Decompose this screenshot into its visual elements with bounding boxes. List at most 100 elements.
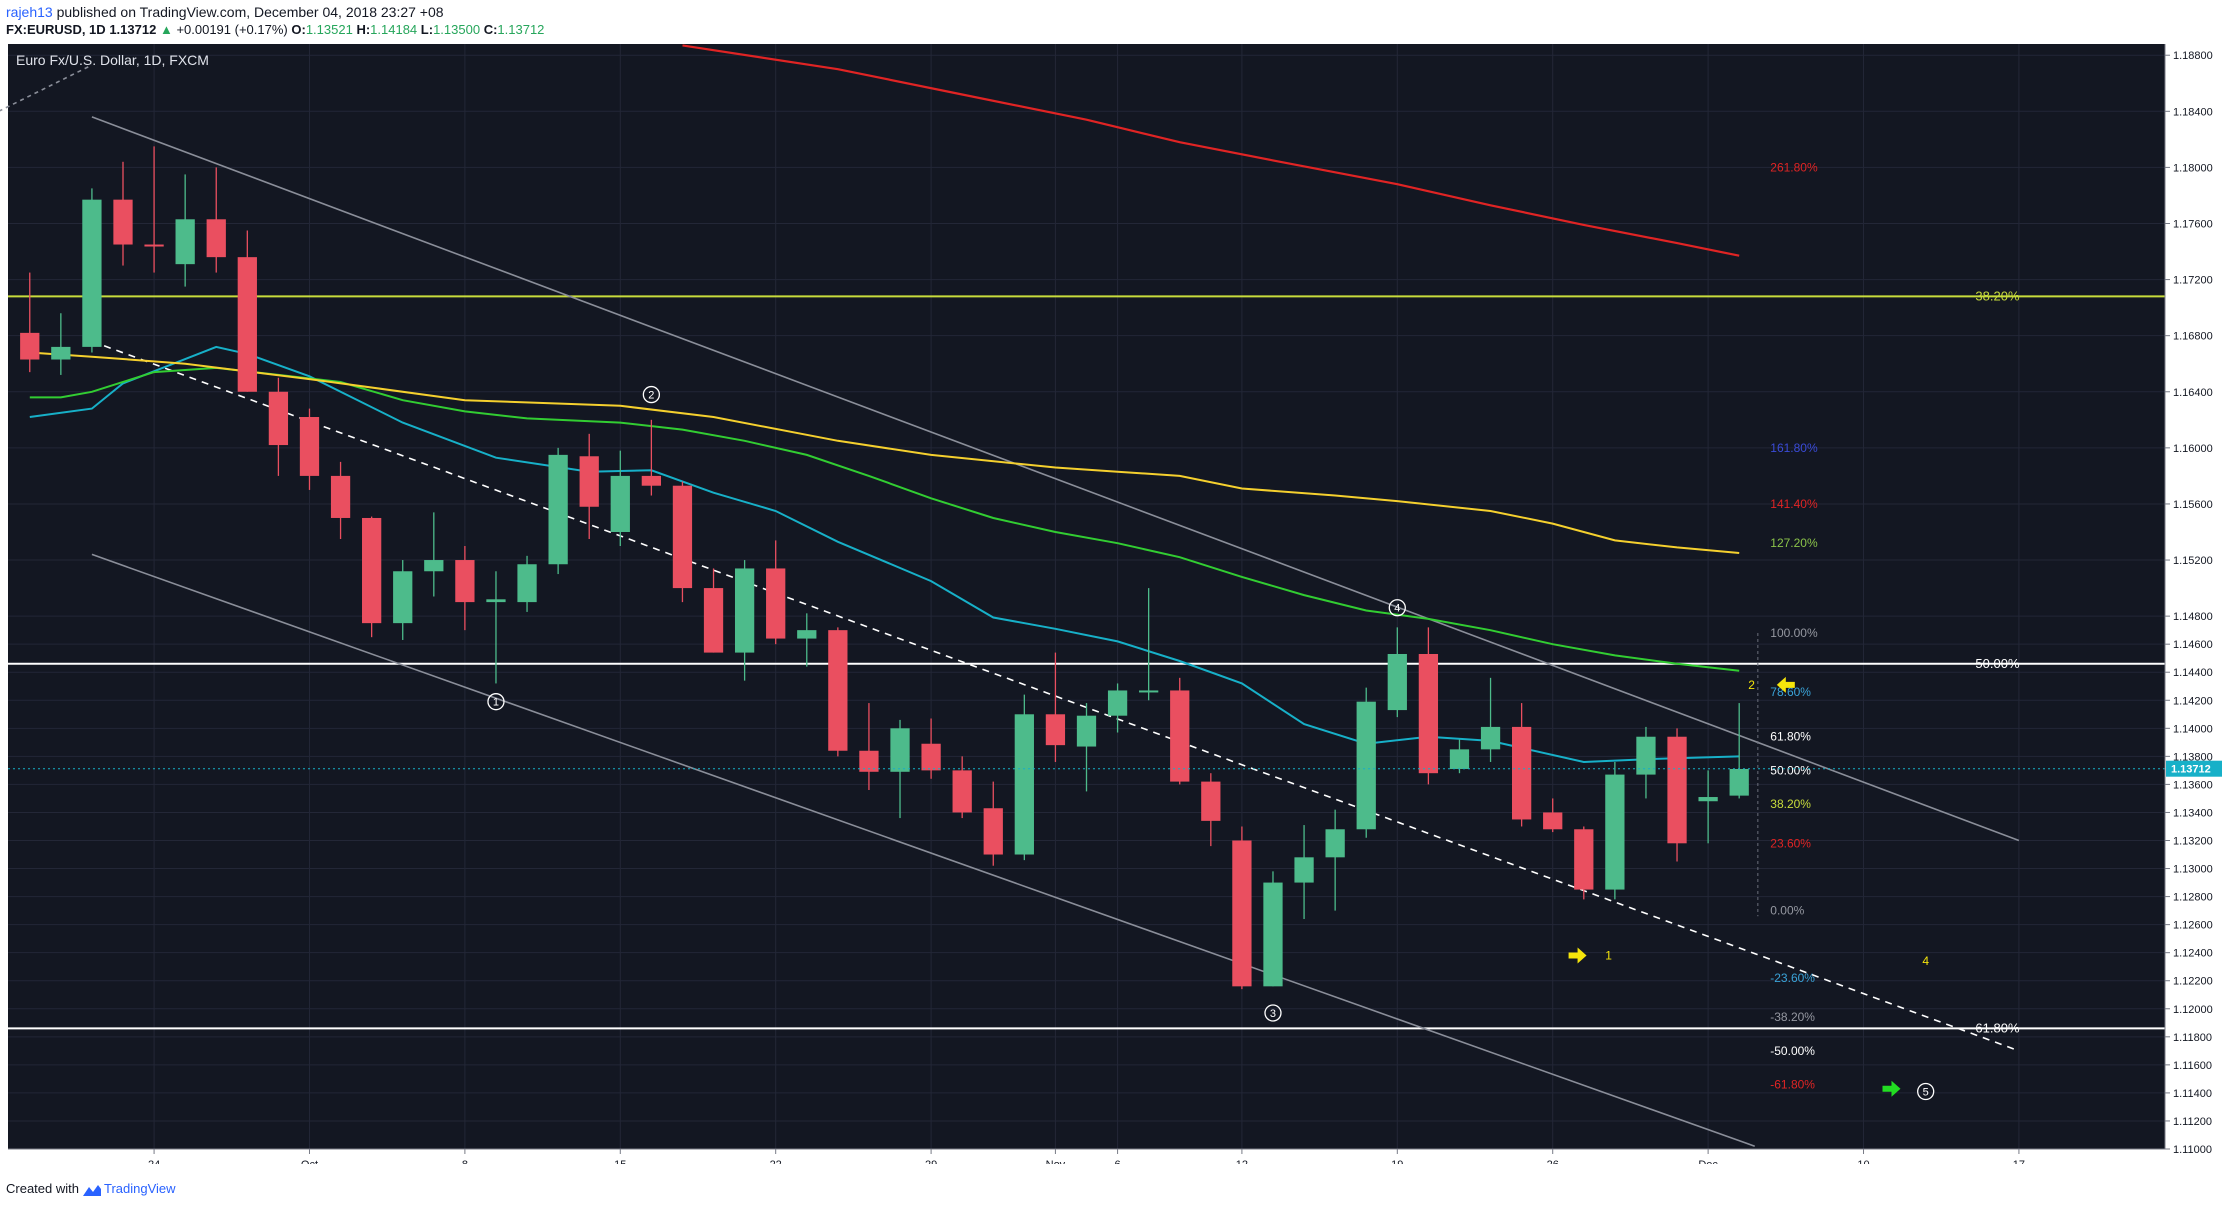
price-tick-label: 1.11400 xyxy=(2173,1088,2212,1100)
candle-body xyxy=(1605,775,1624,890)
time-tick-label: 22 xyxy=(770,1159,782,1164)
candle-body xyxy=(1481,727,1500,749)
time-tick-label: 29 xyxy=(925,1159,937,1164)
fib-level-label: 0.00% xyxy=(1770,904,1804,918)
candle-body xyxy=(673,486,692,588)
price-tick-label: 1.16000 xyxy=(2173,443,2213,455)
tradingview-link[interactable]: TradingView xyxy=(104,1181,176,1196)
candle-body xyxy=(1077,716,1096,747)
low-value: 1.13500 xyxy=(433,22,480,37)
candle-body xyxy=(51,347,70,360)
time-tick-label: Nov xyxy=(1046,1159,1066,1164)
price-tick-label: 1.18000 xyxy=(2173,162,2213,174)
price-tick-label: 1.13000 xyxy=(2173,864,2213,876)
price-tick-label: 1.12600 xyxy=(2173,920,2213,932)
price-tick-label: 1.12200 xyxy=(2173,976,2213,988)
price-tick-label: 1.16400 xyxy=(2173,387,2213,399)
published-text: published on TradingView.com, December 0… xyxy=(57,4,444,20)
time-tick-label: 12 xyxy=(1236,1159,1248,1164)
tradingview-logo-icon xyxy=(83,1184,101,1196)
time-tick-label: 6 xyxy=(1115,1159,1121,1164)
mid-fib-line-label: 50.00% xyxy=(1975,656,2020,671)
change-value: +0.00191 (+0.17%) xyxy=(176,22,287,37)
price-tick-label: 1.13400 xyxy=(2173,807,2213,819)
candle-body xyxy=(207,219,226,257)
price-tick-label: 1.17200 xyxy=(2173,275,2213,287)
candle-body xyxy=(1419,654,1438,773)
price-tick-label: 1.12800 xyxy=(2173,892,2213,904)
candle-body xyxy=(580,456,599,506)
symbol-label: FX:EURUSD, 1D xyxy=(6,22,106,37)
time-tick-label: 8 xyxy=(462,1159,468,1164)
candle-down xyxy=(1667,728,1686,861)
time-tick-label: 26 xyxy=(1547,1159,1559,1164)
open-value: 1.13521 xyxy=(306,22,353,37)
time-tick-label: Oct xyxy=(301,1159,318,1164)
chart-pane[interactable] xyxy=(8,44,2165,1149)
candle-body xyxy=(1543,812,1562,829)
candle-body xyxy=(735,568,754,652)
candlestick-chart[interactable]: 38.20%50.00%61.80%261.80%161.80%141.40%1… xyxy=(0,44,2222,1164)
time-tick-label: 24 xyxy=(148,1159,160,1164)
lower-fib-line-label: 61.80% xyxy=(1975,1020,2020,1035)
wave-number: 4 xyxy=(1394,603,1400,615)
open-label: O: xyxy=(291,22,305,37)
candle-body xyxy=(362,518,381,623)
candle-body xyxy=(797,630,816,638)
price-tick-label: 1.14200 xyxy=(2173,695,2213,707)
candle-body xyxy=(176,219,195,264)
fib-level-label: 38.20% xyxy=(1770,797,1811,811)
fib-level-label: 161.80% xyxy=(1770,441,1818,455)
change-arrow-icon: ▲ xyxy=(160,22,173,37)
price-tick-label: 1.17600 xyxy=(2173,218,2213,230)
fib-level-label: 127.20% xyxy=(1770,536,1818,550)
price-tick-label: 1.11600 xyxy=(2173,1060,2212,1072)
fib-level-label: 261.80% xyxy=(1770,160,1818,174)
candle-body xyxy=(20,333,39,360)
price-tick-label: 1.18800 xyxy=(2173,50,2213,62)
candle-body xyxy=(1201,782,1220,821)
fib-level-label: -50.00% xyxy=(1770,1044,1815,1058)
fib-level-label: -38.20% xyxy=(1770,1010,1815,1024)
candle-body xyxy=(1512,727,1531,820)
candle-body xyxy=(642,476,661,486)
candle-body xyxy=(1667,737,1686,844)
candle-body xyxy=(1139,690,1158,692)
fib-level-label: -23.60% xyxy=(1770,971,1815,985)
candle-body xyxy=(517,564,536,602)
candle-body xyxy=(269,392,288,445)
wave-number: 2 xyxy=(648,390,654,402)
price-tick-label: 1.15600 xyxy=(2173,499,2213,511)
candle-body xyxy=(984,808,1003,854)
last-price: 1.13712 xyxy=(109,22,156,37)
candle-body xyxy=(1170,690,1189,781)
time-tick-label: Dec xyxy=(1698,1159,1718,1164)
candle-body xyxy=(1450,749,1469,769)
price-tick-label: 1.11800 xyxy=(2173,1032,2212,1044)
author-link[interactable]: rajeh13 xyxy=(6,4,53,20)
price-tick-label: 1.12000 xyxy=(2173,1004,2213,1016)
fib-level-label: 61.80% xyxy=(1770,730,1811,744)
time-tick-label: 17 xyxy=(2013,1159,2025,1164)
time-tick-label: 15 xyxy=(614,1159,626,1164)
price-tick-label: 1.14000 xyxy=(2173,723,2213,735)
time-tick-label: 10 xyxy=(1857,1159,1869,1164)
candle-up xyxy=(1357,688,1376,838)
chart-area[interactable]: 38.20% 50.00% 61.80% 261.80% 161.80% 141.40% 1… xyxy=(0,44,2222,1164)
candle-up xyxy=(1263,871,1282,986)
candle-body xyxy=(331,476,350,518)
candle-body xyxy=(82,200,101,347)
wave-number: 1 xyxy=(493,697,499,709)
candle-body xyxy=(300,417,319,476)
free-label: 4 xyxy=(1922,954,1929,968)
candle-body xyxy=(890,728,909,771)
close-label: C: xyxy=(484,22,498,37)
candle-down xyxy=(362,517,381,638)
candle-down xyxy=(673,482,692,603)
candle-body xyxy=(1357,702,1376,830)
fib-level-label: 23.60% xyxy=(1770,836,1811,850)
candle-body xyxy=(953,770,972,812)
candle-body xyxy=(921,744,940,771)
candle-body xyxy=(1263,883,1282,987)
price-tick-label: 1.16800 xyxy=(2173,331,2213,343)
